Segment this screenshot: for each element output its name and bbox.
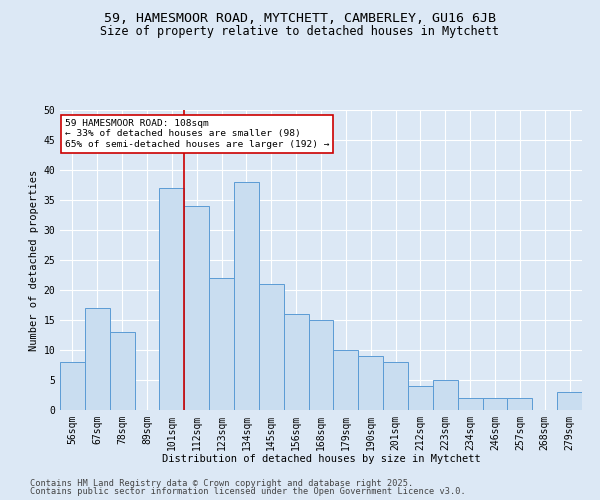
Bar bbox=[383, 362, 408, 410]
Bar bbox=[557, 392, 582, 410]
Bar bbox=[433, 380, 458, 410]
Text: Contains HM Land Registry data © Crown copyright and database right 2025.: Contains HM Land Registry data © Crown c… bbox=[30, 478, 413, 488]
Bar bbox=[408, 386, 433, 410]
Bar bbox=[209, 278, 234, 410]
Bar bbox=[234, 182, 259, 410]
Bar bbox=[259, 284, 284, 410]
Bar bbox=[85, 308, 110, 410]
Text: Contains public sector information licensed under the Open Government Licence v3: Contains public sector information licen… bbox=[30, 487, 466, 496]
Y-axis label: Number of detached properties: Number of detached properties bbox=[29, 170, 39, 350]
Text: Size of property relative to detached houses in Mytchett: Size of property relative to detached ho… bbox=[101, 25, 499, 38]
X-axis label: Distribution of detached houses by size in Mytchett: Distribution of detached houses by size … bbox=[161, 454, 481, 464]
Bar bbox=[358, 356, 383, 410]
Bar bbox=[458, 398, 482, 410]
Bar bbox=[60, 362, 85, 410]
Bar bbox=[482, 398, 508, 410]
Bar bbox=[284, 314, 308, 410]
Bar bbox=[110, 332, 134, 410]
Bar bbox=[308, 320, 334, 410]
Bar bbox=[508, 398, 532, 410]
Bar bbox=[184, 206, 209, 410]
Text: 59, HAMESMOOR ROAD, MYTCHETT, CAMBERLEY, GU16 6JB: 59, HAMESMOOR ROAD, MYTCHETT, CAMBERLEY,… bbox=[104, 12, 496, 26]
Bar bbox=[334, 350, 358, 410]
Bar bbox=[160, 188, 184, 410]
Text: 59 HAMESMOOR ROAD: 108sqm
← 33% of detached houses are smaller (98)
65% of semi-: 59 HAMESMOOR ROAD: 108sqm ← 33% of detac… bbox=[65, 119, 330, 149]
